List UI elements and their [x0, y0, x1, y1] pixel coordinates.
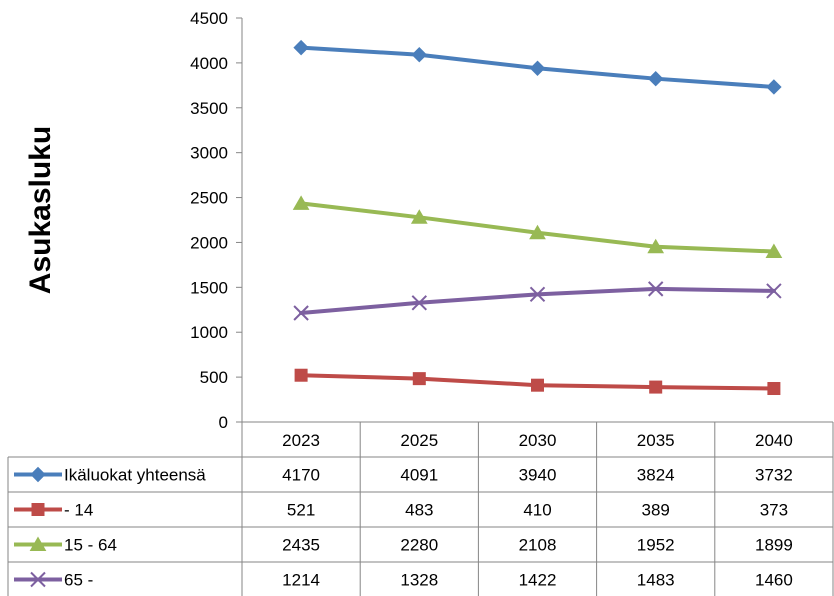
- table-cell-value: 4170: [282, 466, 320, 485]
- data-point: [293, 39, 309, 56]
- y-tick-label: 4500: [190, 9, 228, 28]
- legend-label: 15 - 64: [64, 536, 117, 555]
- legend-label: - 14: [64, 501, 93, 520]
- data-point: [412, 372, 426, 386]
- table-cell-value: 373: [760, 501, 788, 520]
- legend-marker: [30, 571, 46, 588]
- x-tick-label: 2040: [755, 431, 793, 450]
- table-cell-value: 410: [523, 501, 551, 520]
- table-cell-value: 483: [405, 501, 433, 520]
- data-point: [529, 60, 546, 76]
- legend-entry: 65 -: [14, 571, 93, 590]
- data-point: [531, 378, 544, 392]
- x-tick-label: 2035: [637, 431, 675, 450]
- series-15-64: [292, 195, 783, 259]
- data-point: [529, 224, 546, 240]
- series-line: [299, 286, 776, 316]
- data-point: [292, 195, 310, 210]
- table-cell-value: 3940: [519, 466, 557, 485]
- table-cell-value: 1214: [282, 571, 320, 590]
- table-cell-value: 3824: [637, 466, 675, 485]
- x-tick-label: 2025: [400, 431, 438, 450]
- data-point: [294, 368, 308, 382]
- table-cell-value: 2435: [282, 536, 320, 555]
- y-tick-label: 3500: [190, 99, 228, 118]
- legend-label: Ikäluokat yhteensä: [64, 466, 206, 485]
- table-cell-value: 521: [287, 501, 315, 520]
- data-point: [765, 243, 783, 259]
- y-tick-label: 500: [200, 368, 228, 387]
- y-tick-label: 1000: [190, 323, 228, 342]
- table-cell-value: 3732: [755, 466, 793, 485]
- data-table: 2023 2025 2030 2035 2040 Ikäluokat yhteensä 41…: [7, 421, 834, 596]
- series-65: [293, 281, 782, 321]
- y-tick-label: 1500: [190, 278, 228, 297]
- series-layer: [292, 39, 783, 396]
- table-cell-value: 2108: [519, 536, 557, 555]
- table-cell-value: 389: [642, 501, 670, 520]
- x-tick-label: 2023: [282, 431, 320, 450]
- plot-axes: 0 500 1000 1500 2000 2500 3000 3500 4000 4500: [190, 9, 243, 432]
- data-point: [647, 281, 664, 297]
- data-point: [649, 380, 663, 394]
- y-tick-label: 2500: [190, 189, 228, 208]
- data-point: [766, 283, 782, 299]
- data-point: [767, 382, 781, 396]
- y-tick-label: 3000: [190, 144, 228, 163]
- x-tick-label: 2030: [519, 431, 557, 450]
- series-ikäluokat-yhteensä: [293, 39, 782, 95]
- data-point: [766, 79, 782, 95]
- table-cell-value: 1899: [755, 536, 793, 555]
- legend-entry: 15 - 64: [14, 536, 117, 555]
- table-cell-value: 1952: [637, 536, 675, 555]
- legend-marker: [30, 466, 46, 483]
- data-point: [529, 286, 546, 303]
- data-point: [410, 209, 428, 224]
- legend-entry: - 14: [14, 501, 93, 520]
- y-axis-label: Asukasluku: [24, 126, 57, 294]
- legend-marker: [29, 536, 47, 551]
- data-point: [647, 238, 665, 254]
- legend-label: 65 -: [64, 571, 93, 590]
- table-cell-value: 1328: [400, 571, 438, 590]
- table-cell-value: 1460: [755, 571, 793, 590]
- data-point: [293, 305, 309, 321]
- table-cell-value: 1422: [519, 571, 557, 590]
- series-14: [294, 368, 781, 396]
- data-point: [647, 70, 664, 87]
- legend-marker: [31, 503, 45, 516]
- table-cell-value: 2280: [400, 536, 438, 555]
- data-point: [411, 47, 428, 63]
- y-tick-label: 4000: [190, 54, 228, 73]
- y-tick-label: 2000: [190, 233, 228, 252]
- table-cell-value: 1483: [637, 571, 675, 590]
- y-tick-label: 0: [219, 413, 228, 432]
- data-point: [411, 295, 428, 311]
- legend-entry: Ikäluokat yhteensä: [14, 466, 206, 485]
- table-cell-value: 4091: [400, 466, 438, 485]
